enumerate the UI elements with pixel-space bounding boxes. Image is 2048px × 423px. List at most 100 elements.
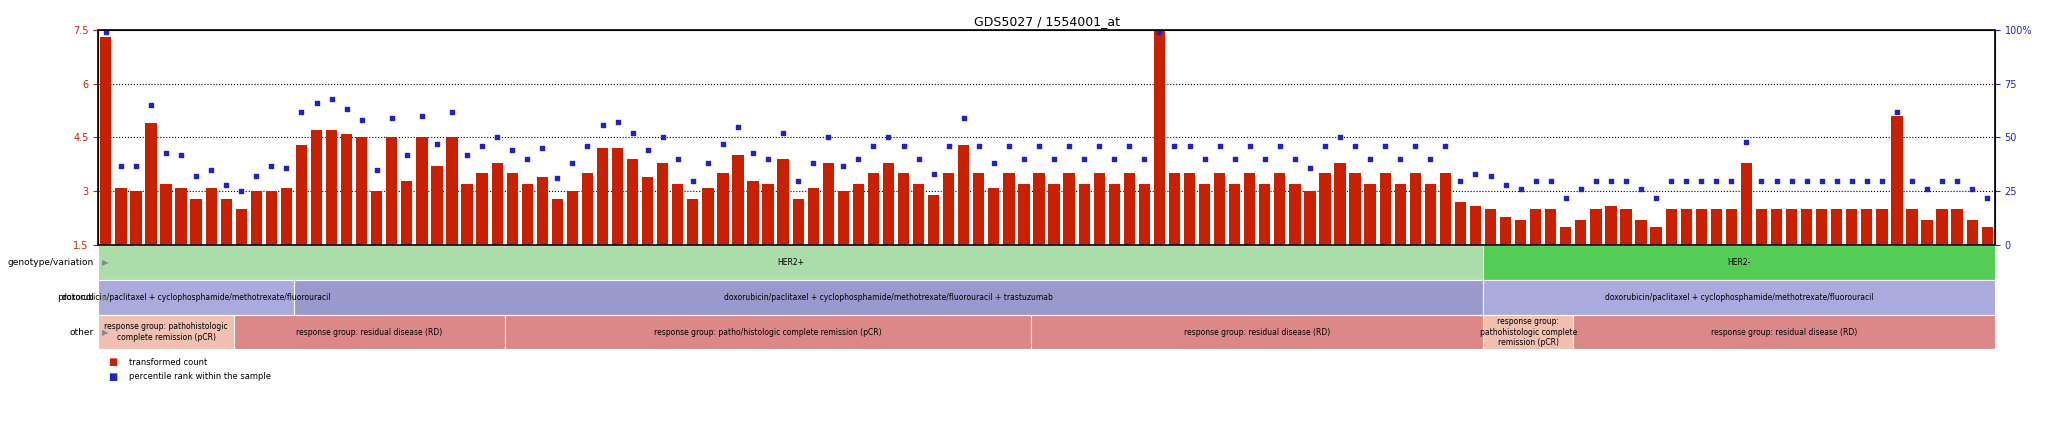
Bar <box>1364 184 1376 245</box>
Point <box>1083 143 1116 149</box>
Bar <box>1696 209 1706 245</box>
Point <box>1053 143 1085 149</box>
Point <box>721 124 754 130</box>
Point <box>1821 177 1853 184</box>
Bar <box>897 173 909 245</box>
Bar <box>145 123 156 245</box>
Point <box>1233 143 1266 149</box>
Point <box>209 181 242 188</box>
Point <box>1143 28 1176 35</box>
Bar <box>326 130 338 245</box>
Bar <box>868 173 879 245</box>
Point <box>797 160 829 167</box>
Bar <box>1620 209 1632 245</box>
Point <box>707 140 739 147</box>
Text: ▶: ▶ <box>102 293 109 302</box>
Point <box>391 151 424 158</box>
Bar <box>1425 184 1436 245</box>
Bar <box>1079 184 1090 245</box>
Bar <box>1530 209 1542 245</box>
Point <box>135 102 168 109</box>
Text: ▶: ▶ <box>102 327 109 337</box>
Bar <box>1350 173 1360 245</box>
Bar <box>1108 184 1120 245</box>
Title: GDS5027 / 1554001_at: GDS5027 / 1554001_at <box>973 16 1120 28</box>
Point <box>1174 143 1206 149</box>
Bar <box>1198 184 1210 245</box>
Point <box>1866 177 1898 184</box>
Bar <box>1380 173 1391 245</box>
Point <box>541 175 573 182</box>
Point <box>1264 143 1296 149</box>
Bar <box>688 199 698 245</box>
Bar <box>1681 209 1692 245</box>
Point <box>872 134 905 141</box>
Bar <box>807 188 819 245</box>
Point <box>270 164 303 171</box>
Point <box>510 156 543 162</box>
Point <box>1595 177 1628 184</box>
Point <box>164 151 197 158</box>
Point <box>1489 181 1522 188</box>
Point <box>1896 177 1929 184</box>
Bar <box>1952 209 1962 245</box>
Point <box>481 134 514 141</box>
Point <box>496 147 528 154</box>
Point <box>150 149 182 156</box>
Bar <box>115 188 127 245</box>
Bar <box>1063 173 1075 245</box>
Bar <box>1409 173 1421 245</box>
Bar <box>928 195 940 245</box>
Bar <box>942 173 954 245</box>
Bar <box>1636 220 1647 245</box>
Text: response group: residual disease (RD): response group: residual disease (RD) <box>297 327 442 337</box>
Bar <box>190 199 203 245</box>
Point <box>256 162 289 169</box>
Bar <box>131 191 141 245</box>
Point <box>856 143 889 149</box>
Point <box>330 106 362 113</box>
Bar <box>1229 184 1241 245</box>
Point <box>903 156 936 162</box>
Bar <box>492 163 504 245</box>
Bar <box>1651 228 1661 245</box>
Bar <box>567 191 578 245</box>
Point <box>1745 177 1778 184</box>
Bar <box>1049 184 1059 245</box>
Bar <box>477 173 487 245</box>
Point <box>1067 156 1100 162</box>
Point <box>932 143 965 149</box>
Bar <box>1937 209 1948 245</box>
Bar <box>1153 30 1165 245</box>
Point <box>1851 177 1884 184</box>
Text: doxorubicin/paclitaxel + cyclophosphamide/methotrexate/fluorouracil: doxorubicin/paclitaxel + cyclophosphamid… <box>61 293 330 302</box>
Point <box>1550 195 1583 201</box>
Bar <box>356 137 367 245</box>
Point <box>1188 156 1221 162</box>
Point <box>1384 156 1417 162</box>
Bar <box>641 177 653 245</box>
Text: response group:
pathohistologic complete
remission (pCR): response group: pathohistologic complete… <box>1479 317 1577 347</box>
Point <box>1112 143 1145 149</box>
Bar <box>748 181 758 245</box>
Bar <box>1921 220 1933 245</box>
Bar <box>1454 202 1466 245</box>
Bar <box>1319 173 1331 245</box>
Point <box>1686 177 1718 184</box>
Point <box>1520 177 1552 184</box>
Point <box>90 28 123 35</box>
Bar <box>1440 173 1452 245</box>
Bar <box>1305 191 1315 245</box>
Bar <box>537 177 549 245</box>
Bar <box>1274 173 1286 245</box>
Bar <box>1139 184 1151 245</box>
Point <box>1098 156 1130 162</box>
Bar <box>1561 228 1571 245</box>
Text: HER2-: HER2- <box>1726 258 1751 267</box>
Bar <box>1966 220 1978 245</box>
Point <box>782 177 815 184</box>
Bar <box>989 188 999 245</box>
Point <box>180 173 213 180</box>
Bar <box>1862 209 1872 245</box>
Point <box>842 156 874 162</box>
